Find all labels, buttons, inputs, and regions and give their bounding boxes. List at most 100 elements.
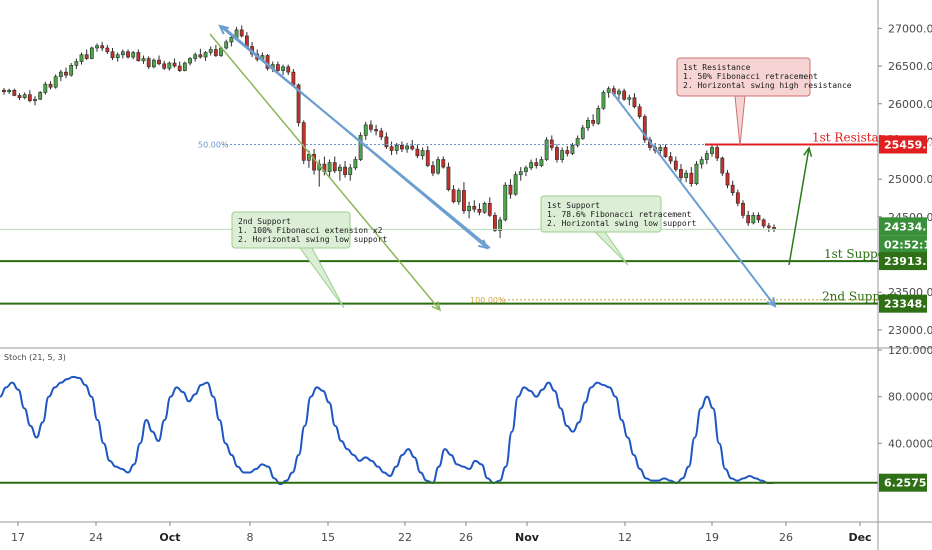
candle bbox=[715, 144, 720, 162]
support-1-note-line: 1. 78.6% Fibonacci retracement bbox=[547, 210, 692, 219]
candle bbox=[48, 81, 53, 90]
blue-trend-arrow-1-tail bbox=[218, 24, 491, 249]
candle bbox=[684, 170, 689, 183]
candle-body bbox=[384, 136, 389, 148]
candle bbox=[229, 35, 234, 47]
support-1-price-badge-text: 23913.2 bbox=[884, 255, 932, 268]
annotations-layer: 50.00% 100.00% 1st Resistance 1st Support 2n… bbox=[0, 24, 932, 492]
blue-trend-arrow-2 bbox=[611, 91, 777, 308]
support-1-price-badge: 23913.2 bbox=[879, 252, 932, 271]
candle bbox=[301, 120, 306, 165]
candle bbox=[343, 161, 347, 178]
candle bbox=[131, 51, 136, 60]
candle bbox=[369, 120, 373, 133]
candle bbox=[58, 69, 63, 82]
candle-body bbox=[710, 147, 714, 154]
candle bbox=[79, 52, 84, 65]
candle bbox=[312, 149, 316, 175]
candle-body bbox=[239, 29, 244, 37]
candle-body bbox=[570, 144, 575, 154]
candle-body bbox=[451, 189, 456, 203]
price-tick-label: 23000.0 bbox=[888, 324, 932, 337]
candle-body bbox=[301, 122, 306, 161]
candle bbox=[766, 222, 771, 232]
countdown-badge-text: 02:52:15 bbox=[884, 238, 932, 251]
candle bbox=[136, 49, 141, 62]
stoch-value-badge-text: 6.2575 bbox=[884, 477, 926, 490]
candle-body bbox=[462, 190, 466, 212]
candle-body bbox=[704, 153, 709, 160]
candle-body bbox=[115, 54, 120, 59]
candle-body bbox=[131, 52, 136, 58]
time-tick-label: 17 bbox=[11, 531, 25, 544]
green-target-arrow-head bbox=[803, 146, 813, 157]
candle bbox=[627, 94, 632, 106]
price-tick-label: 26500.0 bbox=[888, 60, 932, 73]
candle bbox=[772, 224, 776, 232]
candle bbox=[487, 197, 492, 217]
candle-body bbox=[17, 95, 22, 99]
candle bbox=[673, 156, 678, 172]
candle bbox=[503, 182, 508, 222]
candle bbox=[637, 103, 642, 119]
candle bbox=[33, 96, 37, 106]
candle-body bbox=[389, 146, 394, 151]
candle-body bbox=[482, 202, 487, 213]
candle-body bbox=[513, 174, 518, 195]
candle bbox=[741, 200, 745, 219]
candle-body bbox=[53, 76, 58, 88]
candle-body bbox=[446, 166, 451, 191]
candle bbox=[518, 167, 523, 181]
resistance-note-pointer bbox=[734, 95, 746, 147]
candle bbox=[286, 64, 291, 76]
candle-body bbox=[343, 166, 347, 175]
candle bbox=[43, 81, 48, 95]
candle bbox=[586, 117, 590, 131]
candle-body bbox=[534, 162, 539, 166]
stoch-value-badge-bg bbox=[879, 473, 927, 492]
candle-body bbox=[172, 62, 177, 67]
stoch-tick-label: 40.0000 bbox=[888, 437, 932, 450]
candle bbox=[694, 161, 699, 186]
candle bbox=[208, 46, 213, 56]
support-2-price-badge: 23348.3 bbox=[879, 294, 932, 313]
candle bbox=[177, 61, 182, 73]
resistance-price-badge-bg bbox=[879, 135, 927, 154]
resistance-note-line: 2. Horizontal swing high resistance bbox=[683, 81, 852, 90]
time-tick-label: 12 bbox=[618, 531, 632, 544]
candle bbox=[534, 158, 539, 169]
candle-body bbox=[306, 153, 311, 161]
candle bbox=[730, 180, 735, 196]
candle bbox=[668, 152, 673, 165]
candle bbox=[420, 147, 425, 160]
stochastic-panel[interactable]: Stoch (21, 5, 3) bbox=[0, 353, 878, 486]
candle-body bbox=[33, 98, 37, 102]
candle bbox=[7, 88, 12, 94]
candle bbox=[363, 121, 368, 140]
candle-body bbox=[64, 71, 68, 76]
candle-body bbox=[95, 45, 99, 49]
candle bbox=[524, 165, 528, 177]
candle-body bbox=[22, 94, 27, 99]
countdown-badge-bg bbox=[879, 235, 927, 254]
support-1-price-badge-bg bbox=[879, 252, 927, 271]
candle-body bbox=[498, 219, 503, 231]
candle-body bbox=[363, 124, 368, 136]
candle-body bbox=[420, 150, 425, 157]
candle bbox=[462, 182, 466, 214]
candle-body bbox=[642, 116, 647, 141]
candle bbox=[198, 48, 203, 59]
support-1-note-frame bbox=[540, 195, 662, 233]
fib-50-label: 50.00% bbox=[198, 141, 229, 150]
candle-body bbox=[549, 139, 554, 148]
candle bbox=[338, 164, 342, 181]
candle-body bbox=[43, 83, 48, 93]
candle bbox=[141, 55, 146, 64]
candle bbox=[239, 25, 244, 38]
candle bbox=[725, 170, 730, 189]
candle bbox=[498, 216, 503, 238]
price-panel[interactable] bbox=[2, 25, 776, 238]
candle bbox=[89, 46, 94, 60]
